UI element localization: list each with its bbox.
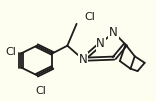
Text: N: N <box>109 26 118 39</box>
Text: Cl: Cl <box>5 47 16 57</box>
Text: Cl: Cl <box>35 86 46 96</box>
Text: Cl: Cl <box>84 12 95 22</box>
Text: N: N <box>96 37 105 50</box>
Text: N: N <box>79 53 87 66</box>
